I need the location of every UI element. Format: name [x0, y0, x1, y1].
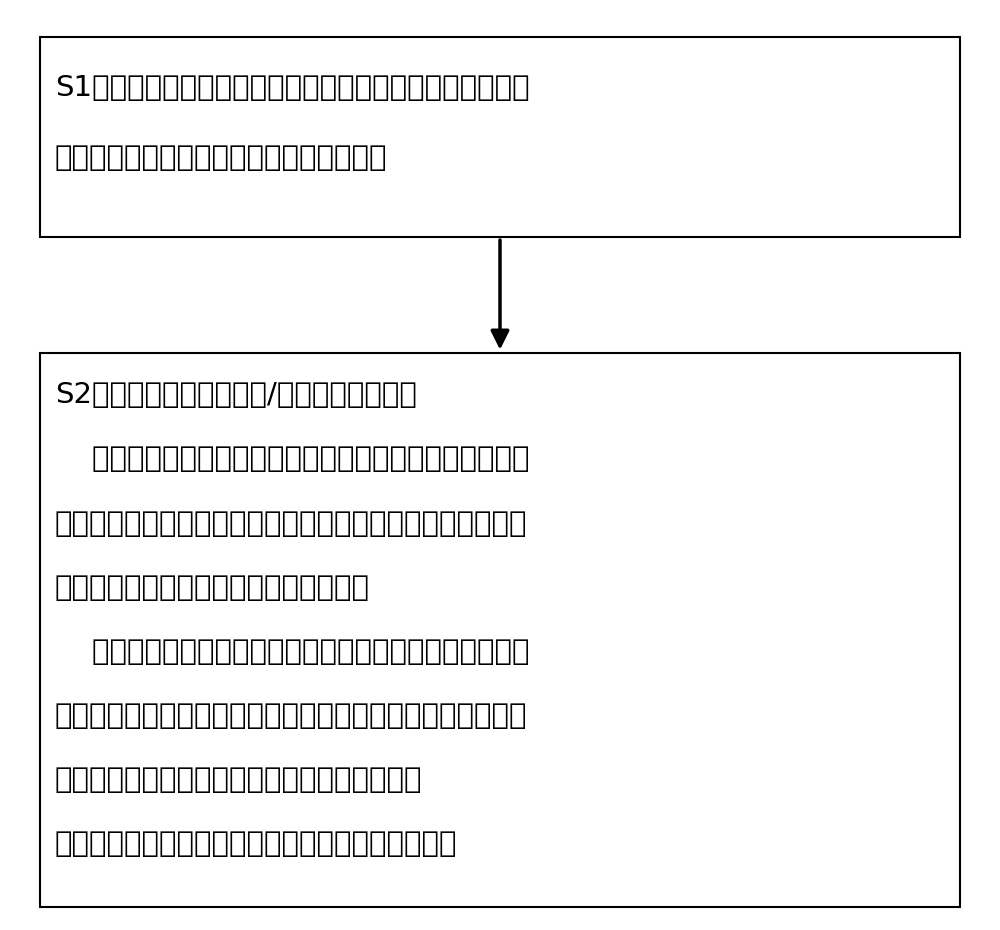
FancyBboxPatch shape [40, 37, 960, 237]
Text: S2、进行合闸时间测试和/或分闸时间测试；: S2、进行合闸时间测试和/或分闸时间测试； [55, 381, 417, 409]
Text: 线的接地线中消失的时刻作为断路器分闸时间；: 线的接地线中消失的时刻作为断路器分闸时间； [55, 766, 422, 794]
Text: 耦合电流，测试相线为三相线中的至少一相: 耦合电流，测试相线为三相线中的至少一相 [55, 144, 388, 172]
FancyBboxPatch shape [40, 353, 960, 907]
Text: 断路器负载侧测试相线与断路器母线侧测试相线同相: 断路器负载侧测试相线与断路器母线侧测试相线同相 [55, 830, 458, 858]
Text: 分闸时间测试的方式为：在断路器合闸状态下，获取上位: 分闸时间测试的方式为：在断路器合闸状态下，获取上位 [55, 638, 530, 666]
Text: 机下发合闸指令的时刻至断路器负载侧测试相线的接地线中产: 机下发合闸指令的时刻至断路器负载侧测试相线的接地线中产 [55, 510, 528, 538]
Text: 合闸时间测试的方式为：在断路器分闸状态下，获取上位: 合闸时间测试的方式为：在断路器分闸状态下，获取上位 [55, 445, 530, 473]
Text: 机下发分闸指令的时刻至所述感应电流从断路器负载侧测试相: 机下发分闸指令的时刻至所述感应电流从断路器负载侧测试相 [55, 702, 528, 730]
Text: 生感应电流的时刻作为断路器合闸时间；: 生感应电流的时刻作为断路器合闸时间； [55, 574, 370, 602]
Text: S1、设置测试相线，向断路器母线侧测试相线的接地线施加: S1、设置测试相线，向断路器母线侧测试相线的接地线施加 [55, 74, 530, 102]
